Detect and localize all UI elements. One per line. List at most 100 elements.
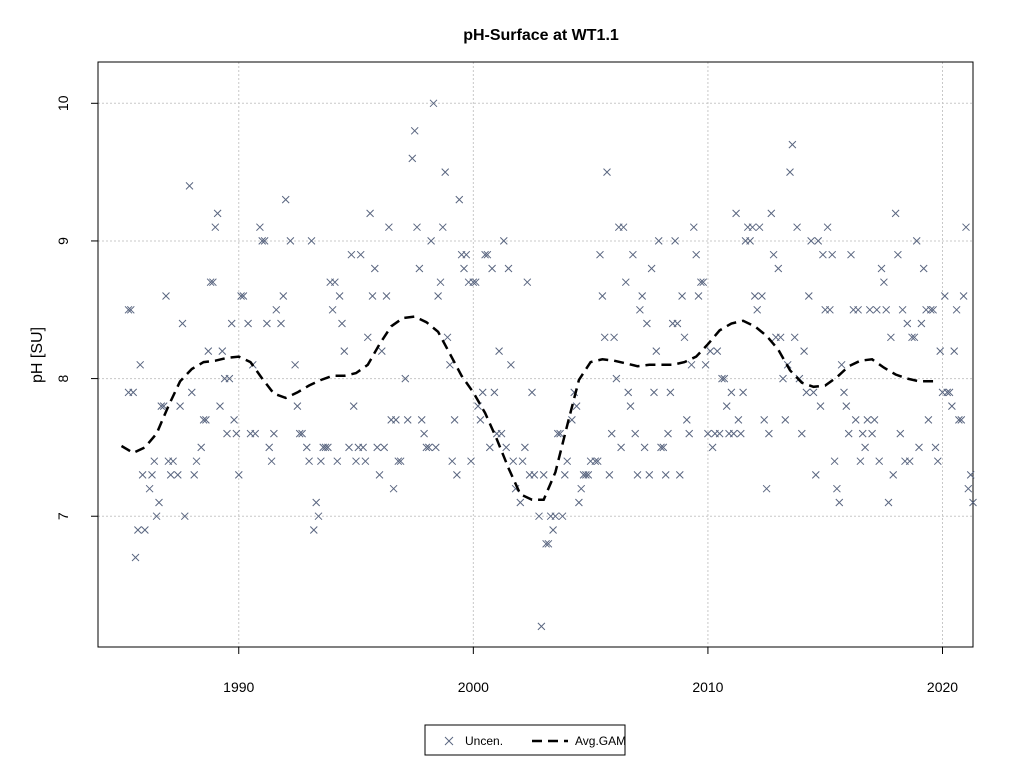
data-point: [966, 471, 975, 479]
data-point: [209, 278, 217, 287]
data-point: [926, 305, 935, 314]
data-point: [640, 443, 649, 452]
data-point: [448, 457, 457, 466]
data-point: [950, 347, 959, 355]
data-point: [129, 388, 138, 397]
data-point: [701, 360, 710, 369]
data-point: [584, 471, 593, 479]
data-point: [762, 484, 771, 493]
data-point: [549, 526, 557, 534]
data-point: [415, 264, 424, 273]
data-point: [216, 402, 224, 410]
data-point: [833, 484, 841, 493]
data-point: [629, 250, 637, 259]
data-point: [453, 471, 461, 479]
data-point: [804, 292, 813, 300]
data-point: [314, 512, 323, 521]
data-point: [462, 250, 471, 259]
data-point: [652, 347, 661, 355]
data-point: [356, 250, 365, 259]
data-point: [455, 195, 464, 204]
data-point: [722, 402, 731, 410]
data-point: [774, 264, 783, 273]
data-point: [424, 443, 433, 452]
data-point: [202, 416, 210, 424]
data-point: [535, 512, 543, 521]
data-point: [542, 539, 550, 548]
data-point: [739, 388, 747, 397]
data-point: [302, 443, 311, 452]
data-point: [870, 416, 879, 424]
data-point: [469, 278, 478, 287]
data-point: [577, 484, 586, 493]
data-point: [488, 264, 496, 273]
data-point: [563, 457, 572, 466]
data-point: [704, 429, 712, 438]
data-point: [734, 416, 743, 424]
data-point: [490, 388, 499, 397]
data-point: [924, 416, 933, 424]
data-point: [258, 237, 267, 245]
data-point: [872, 305, 881, 314]
data-point: [544, 539, 553, 548]
data-point: [551, 512, 560, 521]
data-point: [436, 278, 445, 287]
data-point: [410, 126, 419, 135]
data-point: [530, 471, 539, 479]
data-point: [366, 209, 374, 218]
data-point: [286, 237, 295, 245]
data-point: [936, 347, 945, 355]
data-point: [697, 278, 705, 287]
data-point: [441, 168, 450, 176]
uncen-points: [124, 99, 977, 631]
data-point: [809, 388, 818, 397]
data-point: [152, 512, 161, 521]
data-point: [689, 223, 698, 232]
data-point: [758, 292, 766, 300]
data-point: [837, 360, 846, 369]
data-point: [654, 237, 663, 245]
data-point: [335, 292, 344, 300]
data-point: [882, 305, 891, 314]
data-point: [910, 333, 919, 342]
data-point: [560, 471, 569, 479]
data-point: [413, 223, 421, 232]
data-point: [192, 457, 201, 466]
data-point: [443, 333, 452, 342]
data-point: [863, 416, 872, 424]
data-point: [162, 292, 170, 300]
data-point: [659, 443, 668, 452]
data-point: [277, 319, 285, 328]
data-point: [148, 471, 156, 479]
data-point: [211, 223, 220, 232]
legend-box: [424, 724, 626, 756]
data-point: [256, 223, 264, 232]
data-point: [720, 374, 729, 383]
data-point: [643, 319, 651, 328]
y-axis: 7 8 9 10: [55, 95, 98, 520]
data-point: [729, 429, 738, 438]
data-point: [429, 99, 438, 108]
data-point: [835, 498, 844, 507]
data-point: [478, 388, 487, 397]
data-point: [408, 154, 417, 163]
data-point: [359, 443, 367, 452]
data-point: [875, 457, 884, 466]
data-point: [375, 471, 384, 479]
data-point: [753, 305, 762, 314]
data-point: [126, 305, 135, 314]
data-point: [281, 195, 290, 204]
data-point: [964, 484, 973, 493]
data-point: [166, 471, 175, 479]
data-point: [600, 333, 609, 342]
data-point: [431, 443, 440, 452]
data-point: [619, 223, 628, 232]
data-point: [666, 388, 675, 397]
data-point: [673, 319, 682, 328]
data-point: [422, 443, 431, 452]
data-point: [345, 443, 353, 452]
data-point: [159, 402, 168, 410]
y-tick-label: 9: [55, 237, 71, 245]
data-point: [844, 429, 853, 438]
data-point: [727, 388, 736, 397]
